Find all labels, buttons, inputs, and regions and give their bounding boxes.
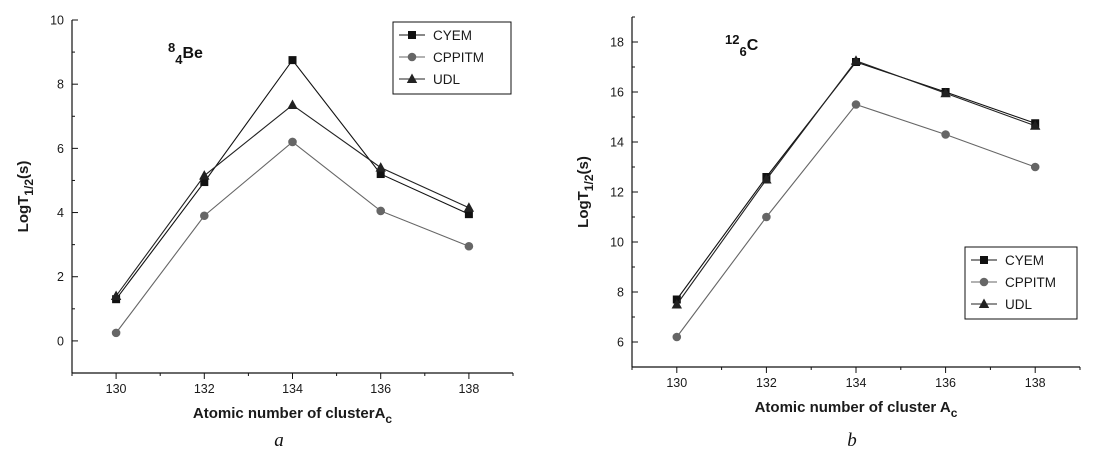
series-udl bbox=[671, 55, 1041, 309]
legend-marker-cppitm bbox=[979, 277, 989, 287]
x-tick-label: 136 bbox=[935, 376, 956, 390]
chart-panel-a: 0 2 4 6 8 10 130 132 134 136 138 Atomic number of c… bbox=[15, 14, 514, 451]
data-point-udl bbox=[375, 162, 386, 172]
y-tick-label: 0 bbox=[57, 334, 64, 348]
y-axis-title-main: LogT bbox=[15, 196, 32, 233]
legend: CYEM CPPITM UDL bbox=[392, 21, 512, 95]
data-point-cyem bbox=[464, 210, 473, 219]
series-line-cppitm bbox=[115, 141, 470, 334]
y-axis-title: LogT1/2(s) bbox=[15, 161, 36, 233]
x-tick-label: 134 bbox=[282, 382, 303, 396]
y-tick-label: 6 bbox=[57, 142, 64, 156]
legend-marker-udl bbox=[406, 73, 418, 83]
legend-marker-udl bbox=[978, 298, 990, 308]
data-point-cyem bbox=[376, 170, 385, 179]
y-axis-title-sub: 1/2 bbox=[22, 179, 36, 196]
data-point-cppitm bbox=[1030, 162, 1040, 172]
y-tick-label: 18 bbox=[610, 36, 624, 50]
y-tick-label: 6 bbox=[617, 336, 624, 350]
x-tick-label: 130 bbox=[666, 376, 687, 390]
y-tick-label: 14 bbox=[610, 136, 624, 150]
y-axis-title-tail: (s) bbox=[15, 161, 32, 179]
x-tick-label: 134 bbox=[846, 376, 867, 390]
legend-label-udl: UDL bbox=[1005, 297, 1032, 312]
x-axis-title: Atomic number of clusterAc bbox=[193, 405, 393, 426]
y-tick-label: 10 bbox=[50, 14, 64, 28]
legend-marker-cyem bbox=[980, 256, 988, 264]
series-udl bbox=[110, 99, 475, 300]
series-cppitm bbox=[111, 137, 474, 338]
data-point-cppitm bbox=[376, 206, 386, 216]
nuclide-label: 84Be bbox=[168, 40, 203, 67]
panel-caption: b bbox=[847, 430, 857, 451]
data-point-cppitm bbox=[111, 328, 121, 338]
data-point-udl bbox=[940, 87, 951, 98]
y-tick-label: 8 bbox=[57, 78, 64, 92]
y-axis-title: LogT1/2(s) bbox=[575, 156, 596, 228]
y-axis-title-main: LogT bbox=[575, 191, 592, 228]
data-point-cyem bbox=[288, 56, 297, 65]
nuclide-mass: 12 bbox=[725, 32, 739, 47]
y-tick-label: 2 bbox=[57, 270, 64, 284]
legend-marker-cyem bbox=[408, 31, 416, 39]
y-axis-title-tail: (s) bbox=[575, 156, 592, 174]
series-cppitm bbox=[672, 100, 1040, 342]
data-point-udl bbox=[850, 55, 862, 65]
nuclide-symbol: C bbox=[747, 37, 759, 54]
data-point-cppitm bbox=[464, 241, 474, 251]
legend-label-cppitm: CPPITM bbox=[1005, 275, 1056, 290]
y-tick-label: 8 bbox=[617, 286, 624, 300]
data-point-cppitm bbox=[762, 212, 771, 222]
nuclide-charge: 6 bbox=[739, 44, 746, 59]
data-point-udl bbox=[671, 299, 682, 309]
x-tick-label: 138 bbox=[1025, 376, 1046, 390]
y-tick-label: 4 bbox=[57, 206, 64, 220]
x-tick-label: 136 bbox=[370, 382, 391, 396]
data-point-cppitm bbox=[288, 137, 297, 147]
panel-caption: a bbox=[274, 430, 284, 451]
data-point-udl bbox=[463, 202, 475, 212]
y-tick-label: 16 bbox=[610, 86, 624, 100]
data-point-udl bbox=[110, 290, 122, 300]
data-point-udl bbox=[1030, 120, 1041, 130]
legend-label-udl: UDL bbox=[433, 72, 460, 87]
data-point-udl bbox=[287, 99, 298, 110]
x-tick-label: 138 bbox=[458, 382, 479, 396]
data-point-udl bbox=[199, 170, 210, 180]
series-line-udl bbox=[115, 104, 470, 297]
data-point-cppitm bbox=[672, 332, 682, 342]
nuclide-symbol: Be bbox=[182, 45, 203, 62]
nuclide-charge: 4 bbox=[175, 52, 183, 67]
x-axis-title: Atomic number of cluster Ac bbox=[755, 399, 958, 420]
y-tick-label: 12 bbox=[610, 186, 624, 200]
nuclide-mass: 8 bbox=[168, 40, 175, 55]
legend-label-cppitm: CPPITM bbox=[433, 50, 484, 65]
data-point-cyem bbox=[200, 178, 209, 187]
y-tick-label: 10 bbox=[610, 236, 624, 250]
legend-marker-cppitm bbox=[407, 52, 417, 62]
data-point-cppitm bbox=[941, 130, 950, 139]
nuclide-label: 126C bbox=[725, 32, 759, 59]
legend: CYEM CPPITM UDL bbox=[964, 246, 1078, 320]
x-axis-title-sub: c bbox=[385, 412, 392, 426]
data-point-cppitm bbox=[200, 211, 209, 221]
x-axis-title-sub: c bbox=[951, 406, 958, 420]
legend-label-cyem: CYEM bbox=[433, 28, 472, 43]
x-axis-title-main: Atomic number of cluster A bbox=[755, 399, 951, 416]
x-tick-label: 132 bbox=[756, 376, 777, 390]
legend-label-cyem: CYEM bbox=[1005, 253, 1044, 268]
x-tick-label: 132 bbox=[194, 382, 215, 396]
x-tick-label: 130 bbox=[106, 382, 127, 396]
y-axis-title-sub: 1/2 bbox=[582, 174, 596, 191]
x-axis-title-main: Atomic number of clusterA bbox=[193, 405, 386, 422]
chart-panel-b: 6 8 10 12 14 16 18 130 132 134 136 138 Atomic number… bbox=[575, 16, 1081, 451]
data-point-udl bbox=[761, 174, 772, 184]
data-point-cppitm bbox=[851, 100, 861, 109]
